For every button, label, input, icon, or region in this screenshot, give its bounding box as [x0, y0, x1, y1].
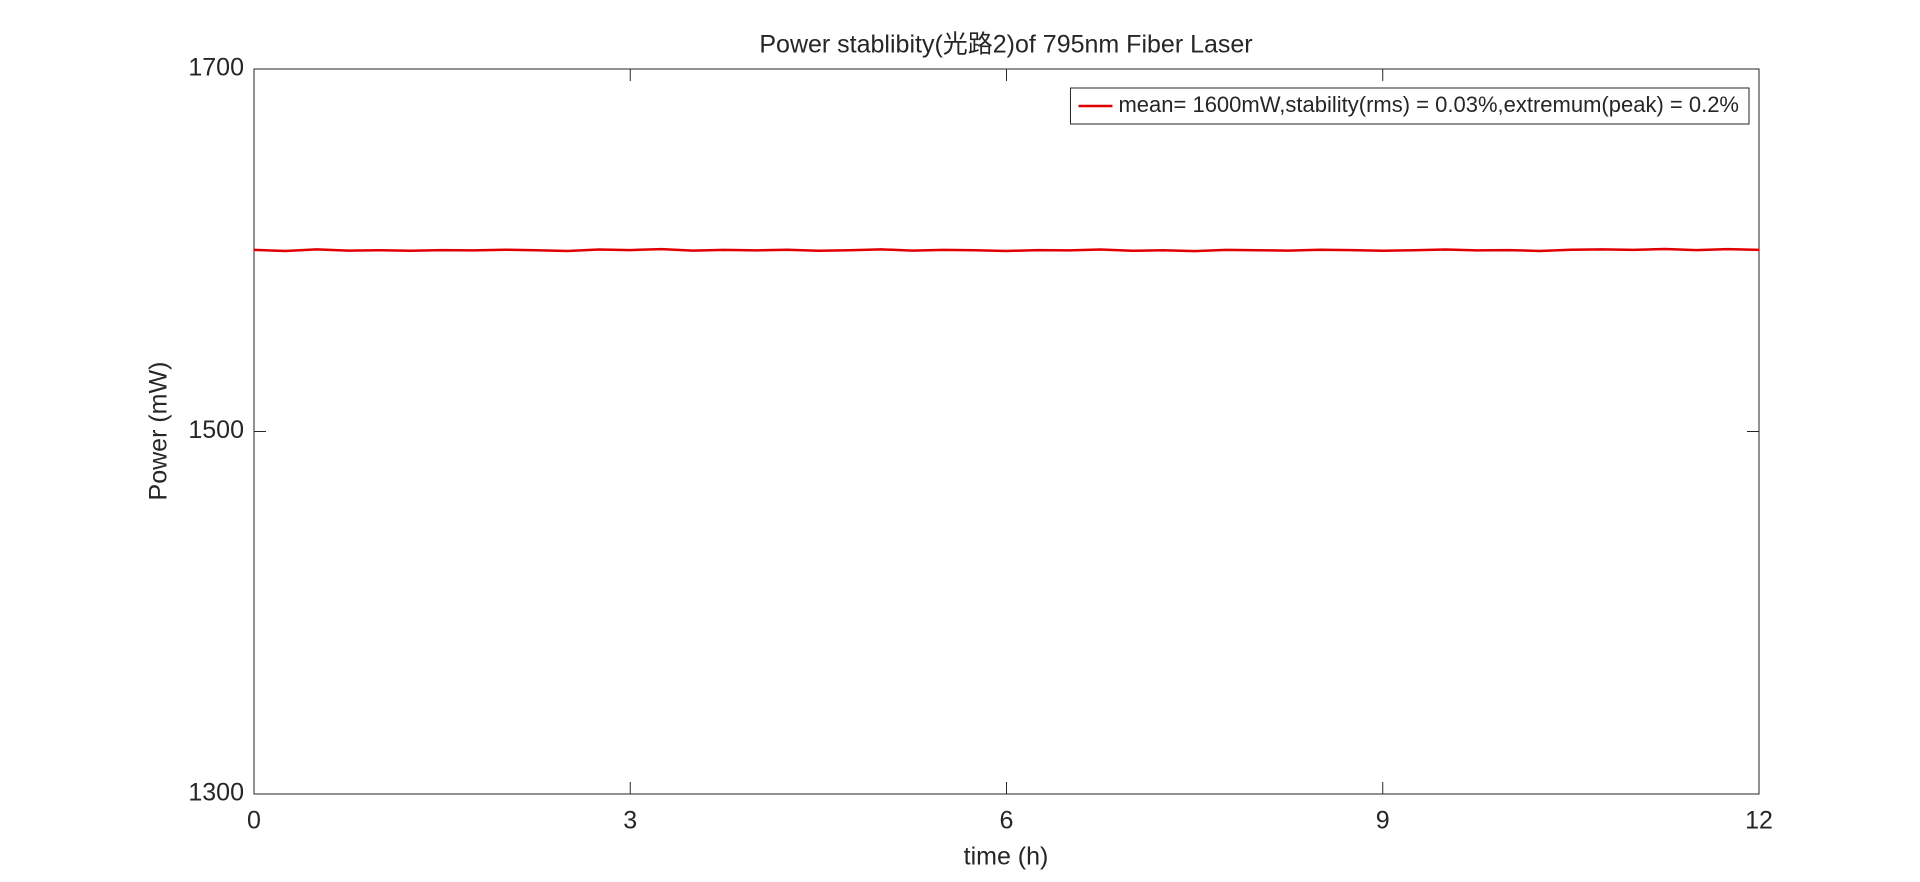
- plot-area: [253, 68, 1760, 795]
- y-tick-label: 1700: [188, 54, 244, 82]
- x-tick-label: 0: [247, 807, 261, 835]
- chart-title: Power stablibity(光路2)of 795nm Fiber Lase…: [759, 31, 1252, 59]
- legend-box: [1069, 87, 1750, 125]
- y-tick-label: 1500: [188, 416, 244, 444]
- legend-label: mean= 1600mW,stability(rms) = 0.03%,extr…: [1118, 92, 1739, 117]
- y-axis-label: Power (mW): [145, 362, 173, 501]
- data-line: [253, 247, 1760, 253]
- x-tick-label: 9: [1376, 807, 1390, 835]
- x-axis-label: time (h): [964, 843, 1049, 871]
- x-tick-label: 3: [623, 807, 637, 835]
- x-tick-label: 12: [1745, 807, 1773, 835]
- y-tick-label: 1300: [188, 779, 244, 807]
- x-tick-label: 6: [1000, 807, 1014, 835]
